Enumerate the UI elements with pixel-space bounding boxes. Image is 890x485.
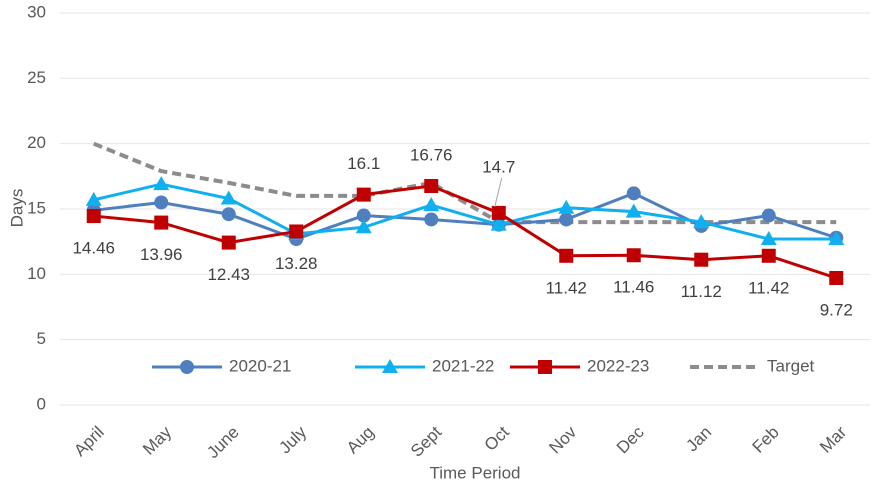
legend-marker xyxy=(180,360,194,374)
leader-line xyxy=(494,177,503,208)
data-label: 9.72 xyxy=(820,300,853,319)
x-tick-label: April xyxy=(70,423,107,460)
data-point xyxy=(558,199,575,214)
legend-marker xyxy=(538,360,552,374)
data-point xyxy=(424,212,439,227)
data-point xyxy=(85,191,102,206)
y-tick-label: 0 xyxy=(37,394,46,413)
data-label: 14.7 xyxy=(482,157,515,176)
data-label: 14.46 xyxy=(72,239,115,258)
data-point xyxy=(154,215,169,230)
x-tick-label: Jan xyxy=(682,423,715,456)
data-point xyxy=(153,176,170,191)
data-point xyxy=(828,231,845,246)
data-point xyxy=(221,207,236,222)
data-point xyxy=(220,190,237,205)
series-line xyxy=(92,141,837,225)
data-point xyxy=(355,219,372,234)
data-point xyxy=(356,187,371,202)
legend-marker xyxy=(382,359,398,373)
data-point xyxy=(424,179,439,194)
data-point xyxy=(559,248,574,263)
data-label: 11.42 xyxy=(546,278,587,297)
data-point xyxy=(625,203,642,218)
legend-label: Target xyxy=(767,356,815,375)
y-axis-title: Days xyxy=(7,189,26,228)
x-tick-label: Aug xyxy=(343,423,378,458)
data-point xyxy=(490,216,507,231)
data-point xyxy=(760,231,777,246)
data-point xyxy=(761,208,776,223)
x-tick-label: July xyxy=(275,422,310,457)
data-point xyxy=(559,212,574,227)
data-point xyxy=(356,208,371,223)
data-point xyxy=(221,235,236,250)
series-line xyxy=(93,184,837,280)
x-axis-title: Time Period xyxy=(429,463,520,482)
x-tick-label: May xyxy=(139,422,175,458)
data-label: 11.46 xyxy=(613,278,654,297)
data-point xyxy=(693,214,710,229)
series-line xyxy=(93,182,837,241)
data-label: 11.42 xyxy=(748,278,789,297)
x-tick-label: Sept xyxy=(407,422,445,460)
data-point xyxy=(626,248,641,263)
data-point xyxy=(626,186,641,201)
data-label: 12.43 xyxy=(207,265,250,284)
y-tick-label: 5 xyxy=(37,329,46,348)
legend-label: 2020-21 xyxy=(229,356,291,375)
data-label: 13.28 xyxy=(275,254,318,273)
y-tick-label: 30 xyxy=(27,2,46,21)
x-tick-label: Mar xyxy=(816,422,850,456)
x-tick-label: Oct xyxy=(481,422,513,454)
legend-label: 2021-22 xyxy=(432,356,494,375)
data-label: 11.12 xyxy=(681,282,722,301)
legend-label: 2022-23 xyxy=(587,356,649,375)
x-tick-label: June xyxy=(203,423,243,463)
data-point xyxy=(694,252,709,267)
data-label: 16.1 xyxy=(347,154,380,173)
data-point xyxy=(423,197,440,212)
data-point xyxy=(154,195,169,210)
data-label: 16.76 xyxy=(410,145,453,164)
y-tick-label: 25 xyxy=(27,68,46,87)
data-point xyxy=(289,224,304,239)
data-point xyxy=(829,270,844,285)
data-point xyxy=(491,205,506,220)
y-tick-label: 15 xyxy=(27,198,46,217)
data-point xyxy=(86,209,101,224)
y-tick-label: 20 xyxy=(27,133,46,152)
y-tick-label: 10 xyxy=(27,264,46,283)
x-tick-label: Dec xyxy=(613,422,648,457)
data-label: 13.96 xyxy=(140,245,183,264)
x-tick-label: Feb xyxy=(749,423,783,457)
data-point xyxy=(761,248,776,263)
x-tick-label: Nov xyxy=(545,422,580,457)
